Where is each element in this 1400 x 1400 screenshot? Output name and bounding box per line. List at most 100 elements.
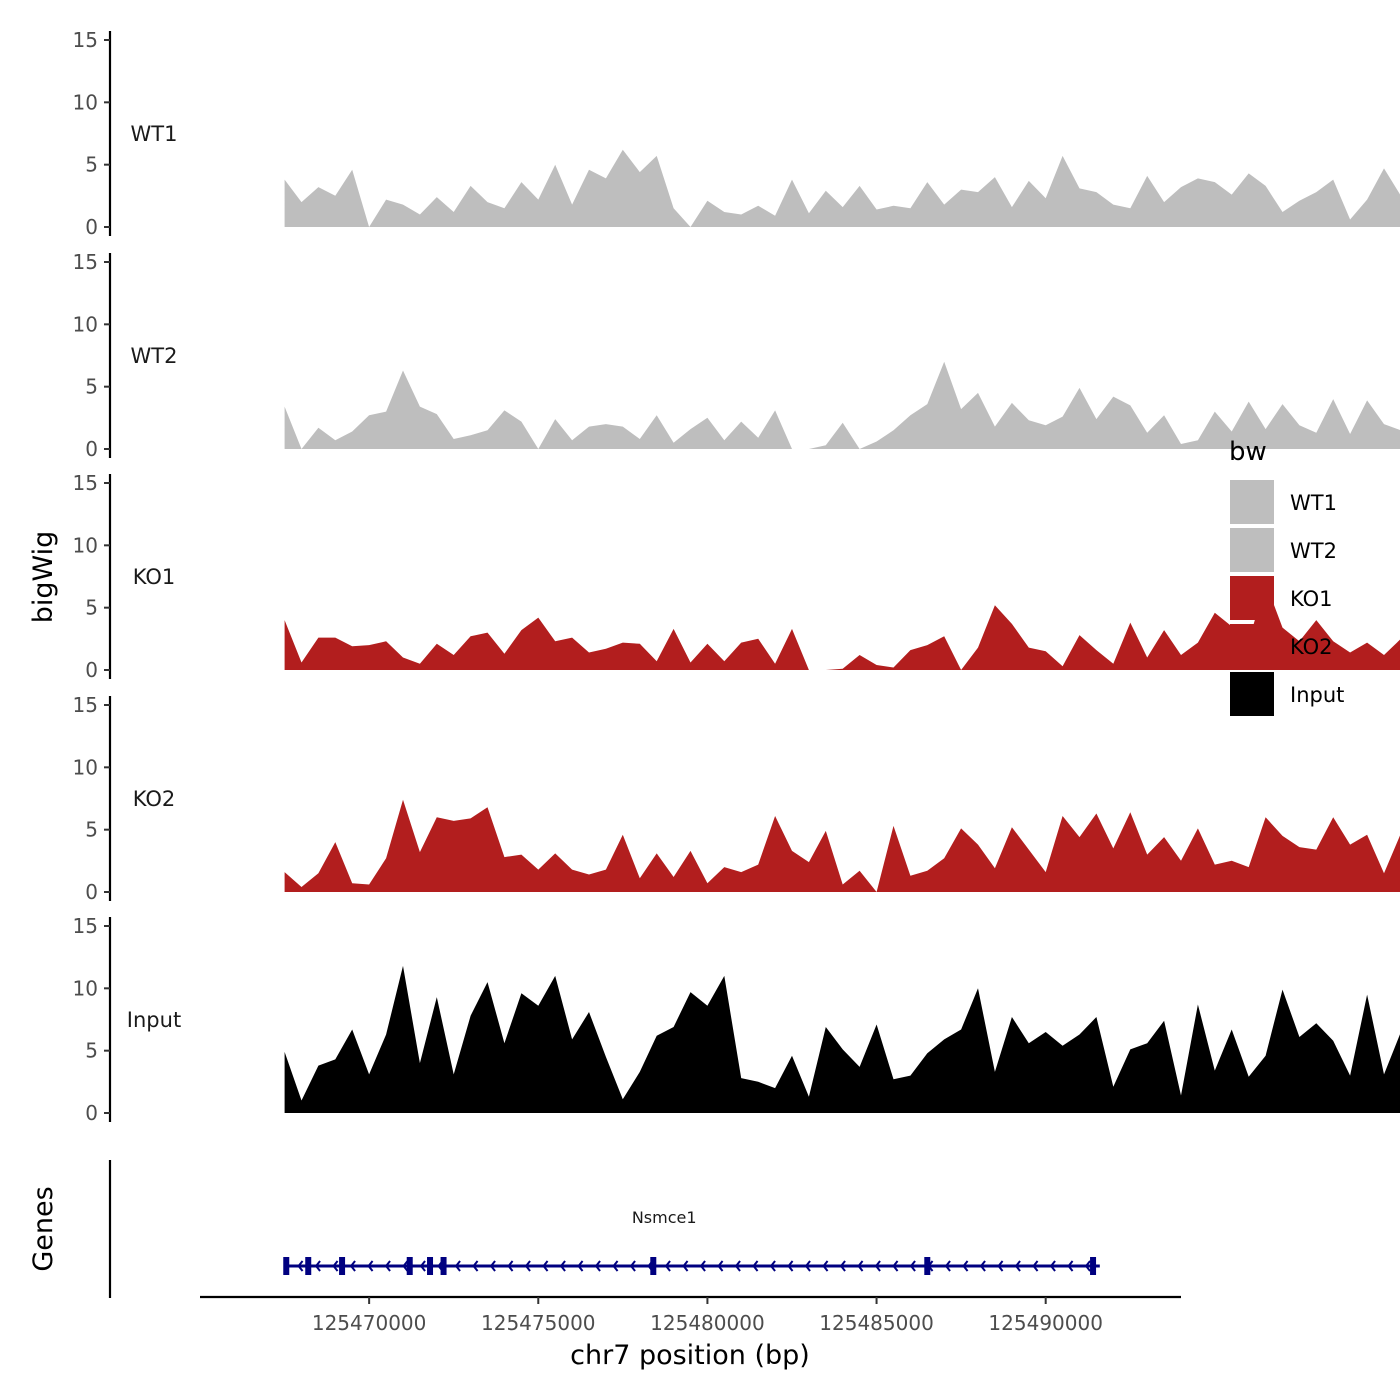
y-tick-label: 5 [85,596,98,620]
strand-arrow [997,1260,1004,1272]
strand-arrow [612,1260,619,1272]
legend-title: bw [1229,437,1267,467]
legend: bw WT1 WT2 KO1 KO2 Input [1229,437,1344,716]
y-tick-label: 5 [85,818,98,842]
y-tick-label: 10 [73,755,98,779]
y-tick-label: 15 [73,914,98,938]
strand-arrow [594,1260,601,1272]
y-tick-label: 15 [73,250,98,274]
strand-arrow [559,1260,566,1272]
legend-swatch [1230,576,1274,620]
x-tick-label: 125480000 [650,1311,765,1335]
y-tick-label: 5 [85,1039,98,1063]
exon-mark [305,1257,312,1275]
strand-arrow [1032,1260,1039,1272]
y-tick-label: 10 [73,312,98,336]
y-tick-label: 5 [85,375,98,399]
strand-arrow [909,1260,916,1272]
exon-mark [1090,1257,1097,1275]
strand-arrow [349,1260,356,1272]
area-ko1 [284,582,1400,670]
strand-arrow [1084,1260,1091,1272]
strand-arrow [857,1260,864,1272]
strand-arrow [769,1260,776,1272]
legend-label: KO1 [1290,587,1333,611]
strand-arrow [804,1260,811,1272]
y-tick-label: 10 [73,90,98,114]
exon-mark [440,1257,447,1275]
strand-arrow [682,1260,689,1272]
track-label: WT2 [131,344,178,368]
strand-arrow [314,1260,321,1272]
strand-arrow [629,1260,636,1272]
strand-arrow [979,1260,986,1272]
exon-mark [924,1257,931,1275]
x-tick-label: 125485000 [819,1311,934,1335]
strand-arrow [664,1260,671,1272]
legend-item-ko2: KO2 [1230,624,1333,668]
strand-arrow [367,1260,374,1272]
strand-arrow [752,1260,759,1272]
strand-arrow [944,1260,951,1272]
y-tick-label: 15 [73,28,98,52]
exon-mark [283,1257,290,1275]
strand-arrow [734,1260,741,1272]
strand-arrow [787,1260,794,1272]
legend-swatch [1230,624,1274,668]
y-tick-label: 0 [85,658,98,682]
strand-arrow [472,1260,479,1272]
exon-mark [427,1257,434,1275]
tracks-layer: 0 5 10 15 WT1 0 5 10 15 WT2 0 5 10 15 KO1 0 5 10 15 KO2 0 5 10… [73,28,1400,1125]
strand-arrow [454,1260,461,1272]
strand-arrow [892,1260,899,1272]
y-tick-label: 5 [85,153,98,177]
legend-item-wt2: WT2 [1230,528,1337,572]
y-tick-label: 15 [73,471,98,495]
genes-layer: Nsmce1 [108,1160,1100,1298]
track-label: Input [127,1008,181,1032]
exon-mark [339,1257,346,1275]
y-axis-title: bigWig [28,531,59,624]
strand-arrow [1014,1260,1021,1272]
track-ko2: 0 5 10 15 KO2 [73,693,1400,904]
x-axis: 125470000 125475000 125480000 125485000 1254… [200,1295,1181,1335]
x-tick-label: 125490000 [988,1311,1103,1335]
gene-label: Nsmce1 [632,1208,697,1227]
legend-item-wt1: WT1 [1230,480,1337,524]
track-label: KO2 [133,787,176,811]
strand-arrow [874,1260,881,1272]
area-ko2 [284,799,1400,892]
legend-swatch [1230,480,1274,524]
strand-arrow [332,1260,339,1272]
strand-arrow [297,1260,304,1272]
track-label: KO1 [133,565,176,589]
y-tick-label: 0 [85,1101,98,1125]
legend-item-ko1: KO1 [1230,576,1333,620]
track-label: WT1 [131,122,178,146]
strand-arrow [419,1260,426,1272]
legend-item-input: Input [1230,672,1344,716]
strand-arrow [489,1260,496,1272]
strand-arrow [717,1260,724,1272]
legend-label: Input [1290,683,1344,707]
strand-arrow [1049,1260,1056,1272]
strand-arrow [962,1260,969,1272]
gene-nsmce1: Nsmce1 [283,1208,1100,1275]
exon-mark [650,1257,657,1275]
y-tick-label: 10 [73,976,98,1000]
strand-arrow [839,1260,846,1272]
y-tick-label: 10 [73,533,98,557]
strand-arrow [542,1260,549,1272]
area-wt1 [284,149,1400,227]
area-wt2 [284,361,1400,449]
y-tick-label: 0 [85,215,98,239]
track-ko1: 0 5 10 15 KO1 [73,471,1400,682]
x-tick-label: 125475000 [481,1311,596,1335]
legend-swatch [1230,528,1274,572]
strand-arrow [524,1260,531,1272]
y-tick-label: 0 [85,880,98,904]
strand-arrow [507,1260,514,1272]
strand-arrow [384,1260,391,1272]
y-tick-label: 15 [73,693,98,717]
